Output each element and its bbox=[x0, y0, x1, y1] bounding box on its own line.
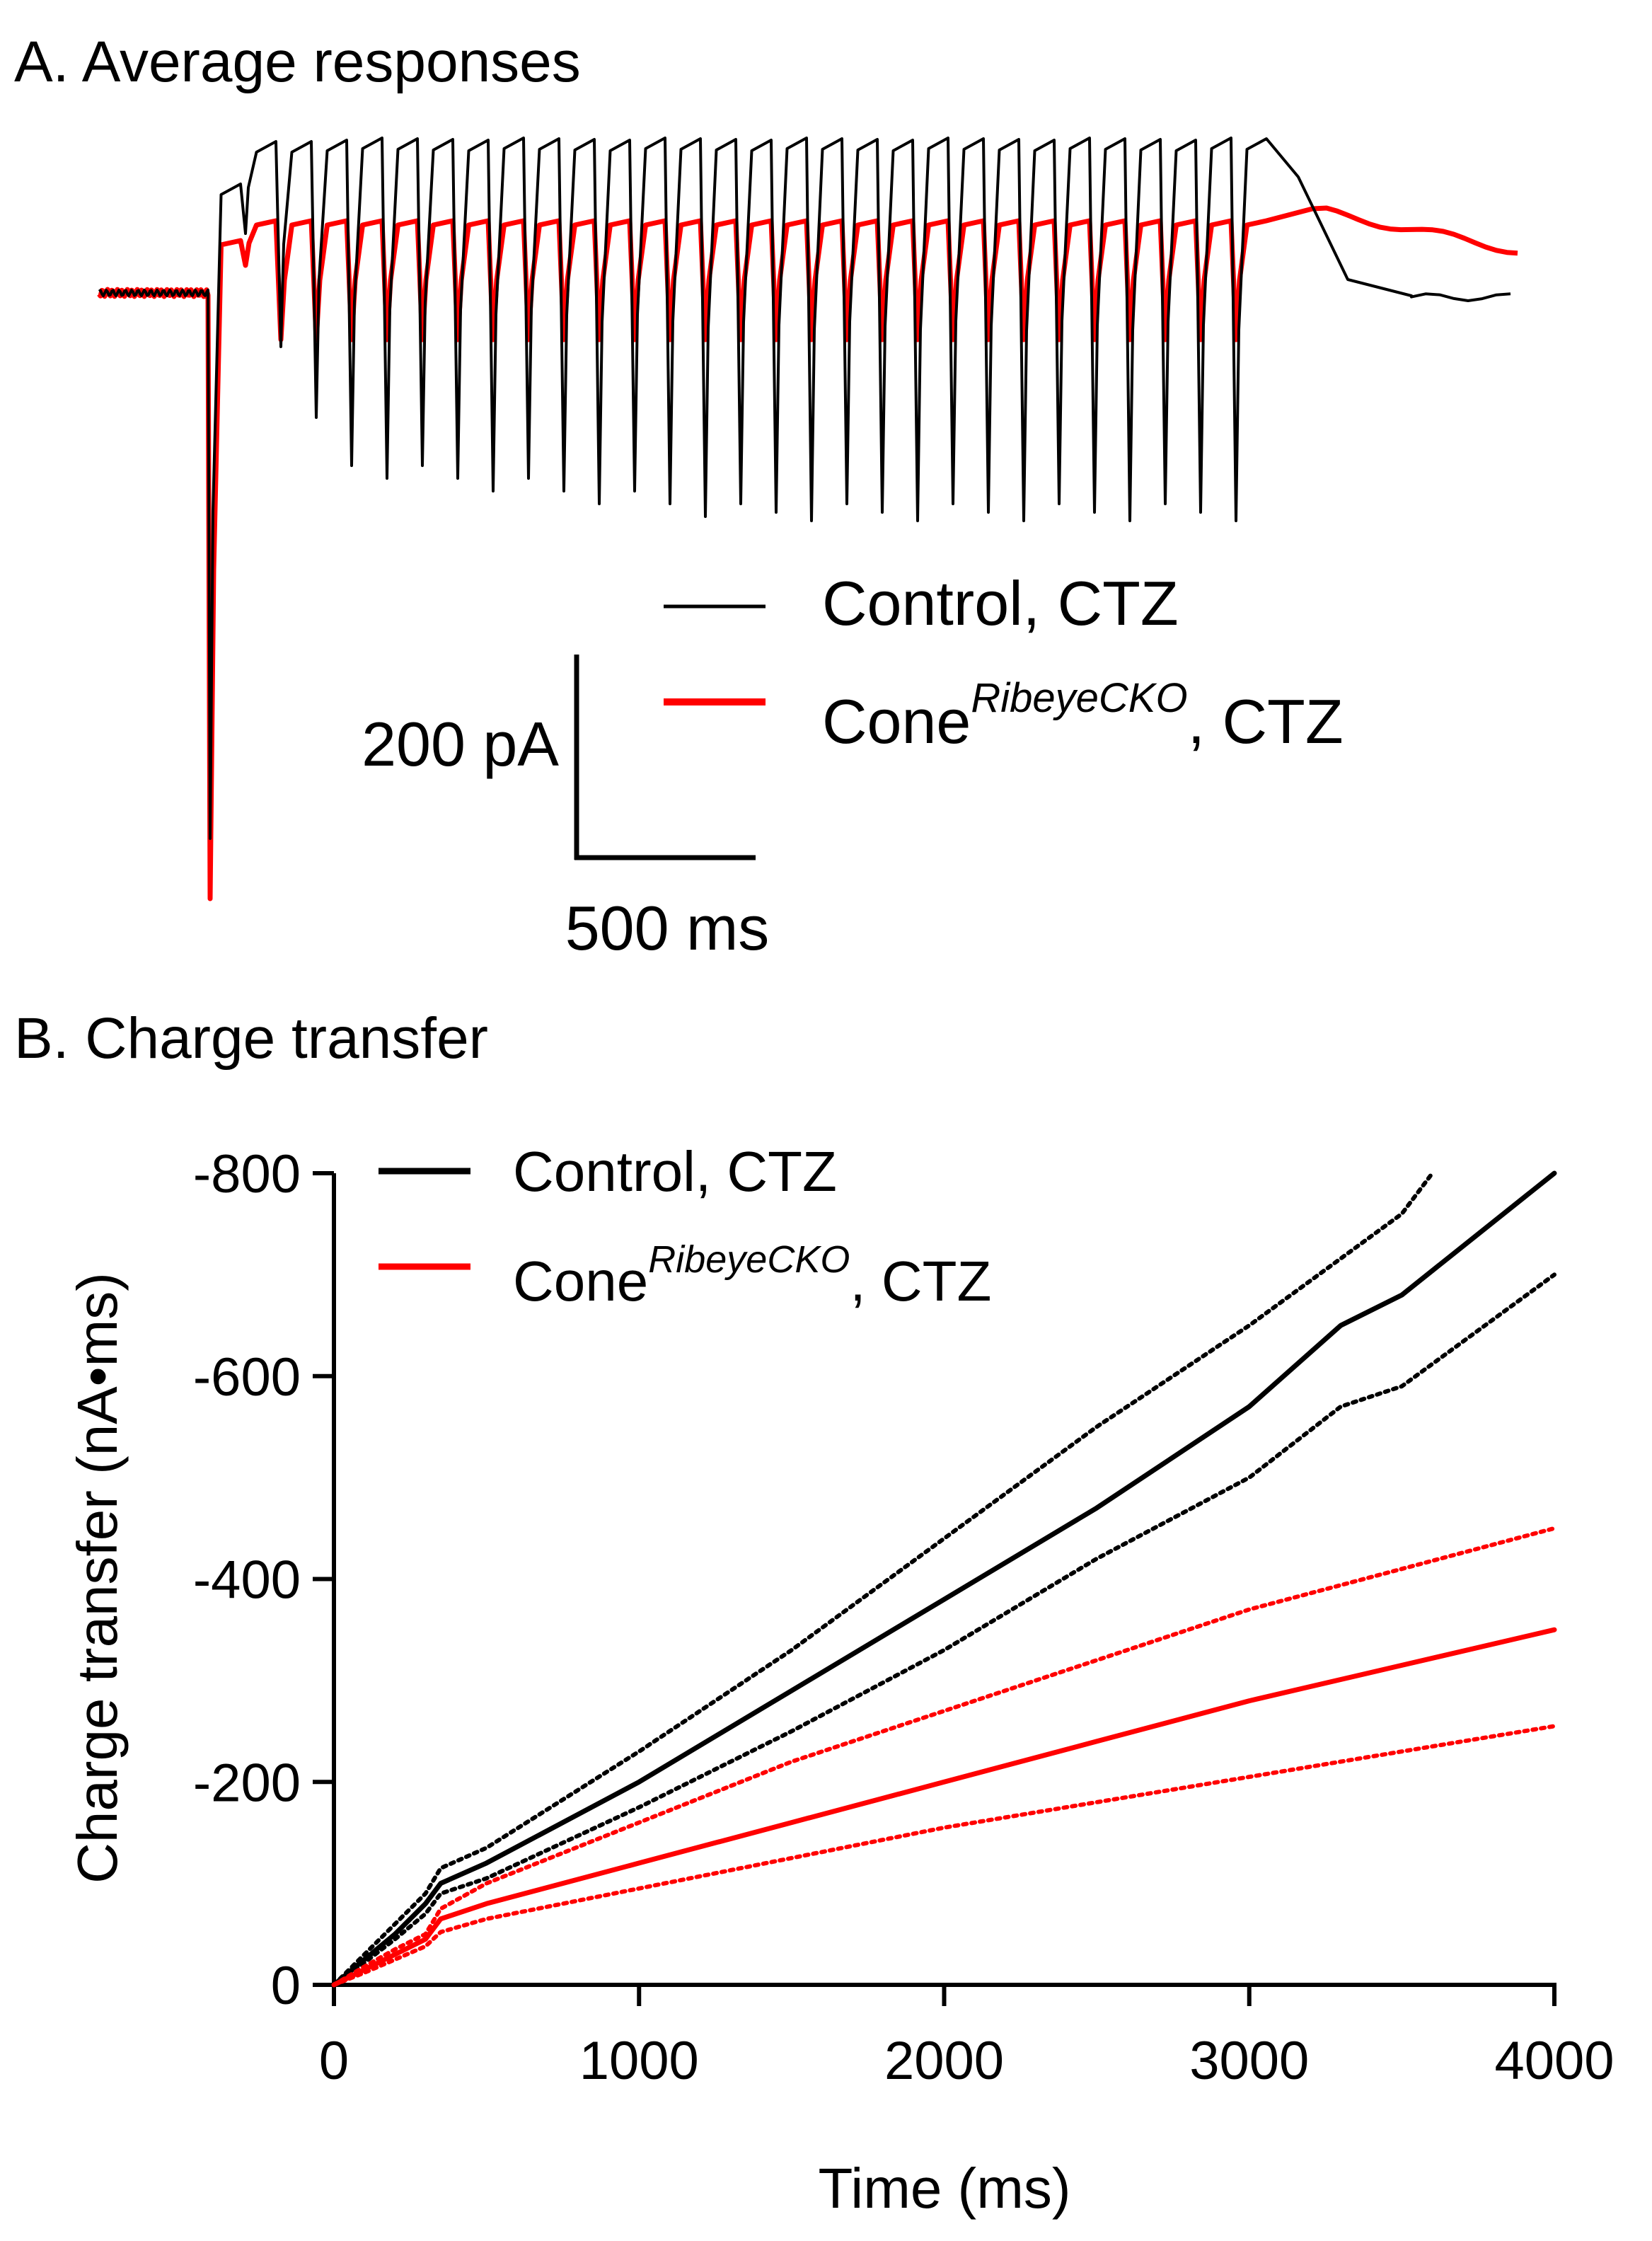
y-tick-label: 0 bbox=[271, 1956, 301, 2016]
x-axis-label: Time (ms) bbox=[819, 2157, 1071, 2220]
sem-band-line bbox=[332, 1272, 1556, 1987]
legend-b-cko-sup: RibeyeCKO bbox=[648, 1238, 850, 1281]
panel-a-traces bbox=[97, 137, 1518, 901]
legend-b-control-label: Control, CTZ bbox=[513, 1140, 837, 1203]
legend-a-cko-sup: RibeyeCKO bbox=[971, 675, 1187, 721]
x-tick-label: 1000 bbox=[579, 2031, 699, 2091]
y-tick-label: -600 bbox=[193, 1347, 301, 1407]
scale-bar-x-label: 500 ms bbox=[565, 893, 770, 963]
scale-bar-y-label: 200 pA bbox=[362, 709, 559, 779]
legend-a-cko-prefix: Cone bbox=[822, 686, 971, 756]
legend-b-cko-label: ConeRibeyeCKO, CTZ bbox=[513, 1238, 991, 1313]
trace-cko bbox=[97, 205, 1518, 901]
legend-a-cko-label: ConeRibeyeCKO, CTZ bbox=[822, 675, 1344, 756]
x-tick-label: 0 bbox=[319, 2031, 349, 2091]
panel-b-legend: Control, CTZ ConeRibeyeCKO, CTZ bbox=[379, 1140, 991, 1313]
y-axis-label: Charge transfer (nA•ms) bbox=[66, 1272, 129, 1884]
sem-band-line bbox=[332, 1526, 1556, 1987]
panel-b: B. Charge transfer 0 -200 -400 -600 -800 0 10… bbox=[14, 1006, 1615, 2220]
legend-a-cko-suffix: , CTZ bbox=[1188, 686, 1344, 756]
sem-band-line bbox=[332, 1171, 1435, 1987]
x-ticks: 0 1000 2000 3000 4000 bbox=[319, 1985, 1615, 2091]
x-tick-label: 2000 bbox=[884, 2031, 1004, 2091]
panel-b-series bbox=[331, 1170, 1557, 1988]
y-ticks: 0 -200 -400 -600 -800 bbox=[193, 1144, 334, 2016]
y-tick-label: -800 bbox=[193, 1144, 301, 1204]
mean-line bbox=[331, 1170, 1557, 1988]
panel-a-title: A. Average responses bbox=[14, 30, 581, 94]
x-tick-label: 4000 bbox=[1494, 2031, 1614, 2091]
panel-a: A. Average responses Control, CTZ ConeRi… bbox=[14, 30, 1518, 963]
y-tick-label: -200 bbox=[193, 1753, 301, 1813]
sem-band-line bbox=[332, 1724, 1556, 1987]
mean-line bbox=[331, 1627, 1557, 1988]
legend-a-control-label: Control, CTZ bbox=[822, 568, 1179, 638]
x-tick-label: 3000 bbox=[1189, 2031, 1309, 2091]
legend-b-cko-prefix: Cone bbox=[513, 1250, 648, 1313]
legend-b-cko-suffix: , CTZ bbox=[850, 1250, 991, 1313]
trace-control bbox=[98, 137, 1511, 840]
panel-b-title: B. Charge transfer bbox=[14, 1006, 488, 1071]
scale-bar: 200 pA 500 ms bbox=[362, 655, 769, 963]
y-tick-label: -400 bbox=[193, 1550, 301, 1611]
panel-a-legend: Control, CTZ ConeRibeyeCKO, CTZ bbox=[664, 568, 1344, 756]
